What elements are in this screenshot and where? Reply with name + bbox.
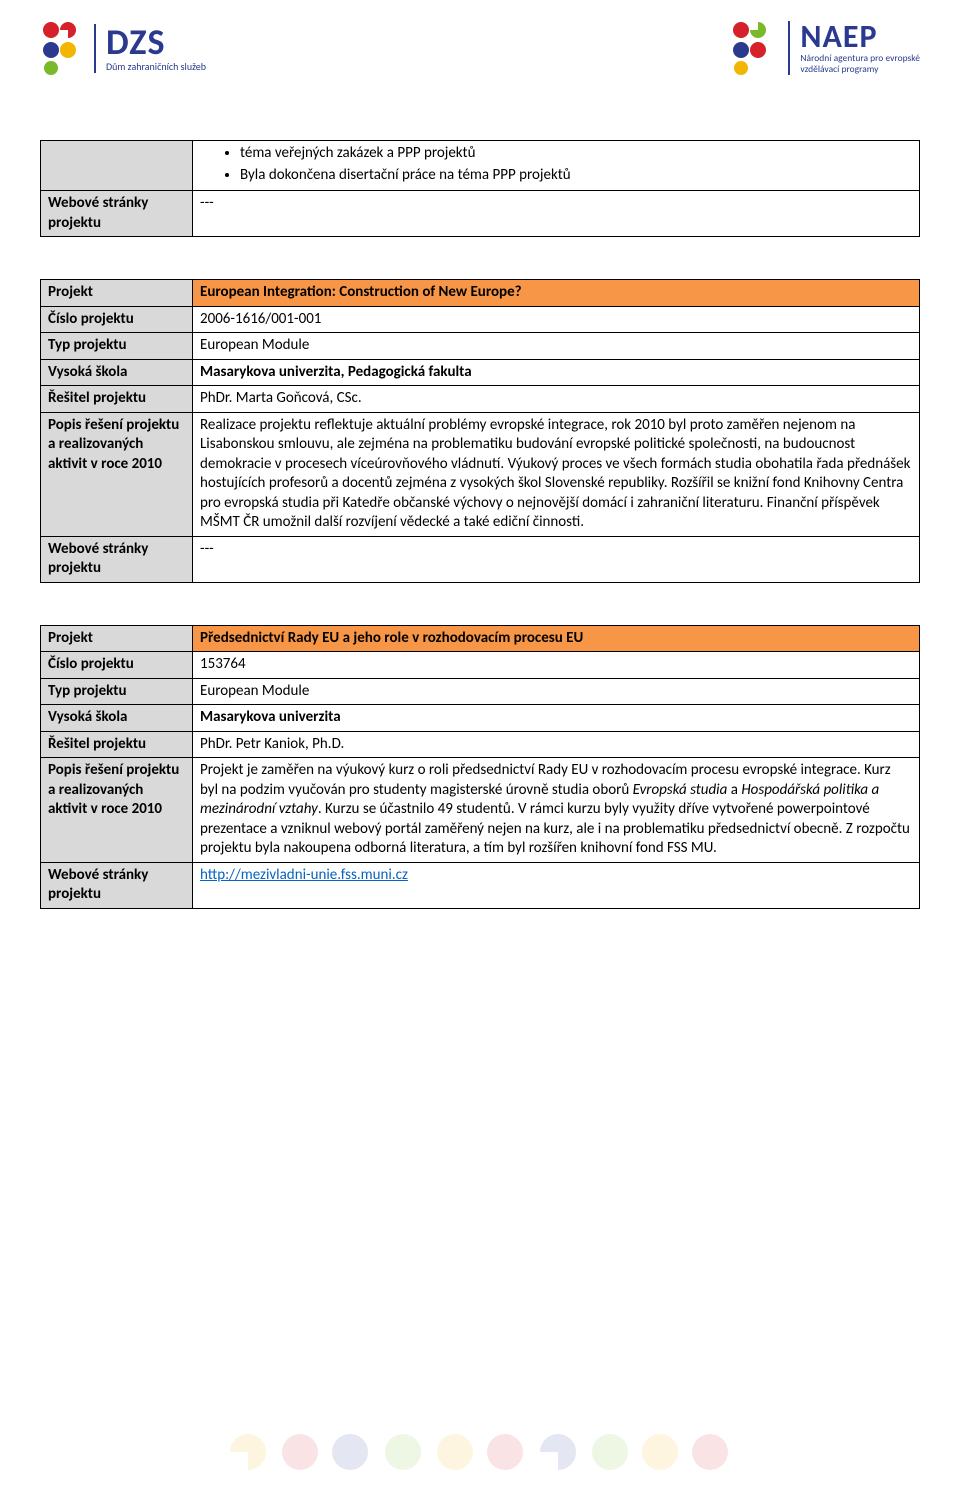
table-row: Popis řešení projektu a realizovaných ak… (41, 758, 920, 863)
row-label: Vysoká škola (41, 359, 193, 386)
row-label: Číslo projektu (41, 306, 193, 333)
project-table-3: Projekt Předsednictví Rady EU a jeho rol… (40, 625, 920, 909)
row-value: 2006-1616/001-001 (193, 306, 920, 333)
naep-logo: NAEP Národní agentura pro evropské vzděl… (730, 20, 920, 76)
table-row: Webové stránky projektu --- (41, 536, 920, 582)
table-row: Číslo projektu 153764 (41, 652, 920, 679)
footer-watermark (220, 1425, 740, 1479)
row-label: Popis řešení projektu a realizovaných ak… (41, 412, 193, 536)
table-row: Webové stránky projektu --- (41, 191, 920, 237)
table-row: Typ projektu European Module (41, 678, 920, 705)
row-label-website: Webové stránky projektu (41, 191, 193, 237)
row-value: --- (193, 191, 920, 237)
header-value: Předsednictví Rady EU a jeho role v rozh… (193, 625, 920, 652)
project-table-2: Projekt European Integration: Constructi… (40, 279, 920, 583)
bullet-item: téma veřejných zakázek a PPP projektů (240, 144, 912, 164)
table-header-row: Projekt European Integration: Constructi… (41, 280, 920, 307)
header-value: European Integration: Construction of Ne… (193, 280, 920, 307)
header-label: Projekt (41, 280, 193, 307)
row-label: Číslo projektu (41, 652, 193, 679)
dzs-logo-text: DZS Dům zahraničních služeb (94, 24, 206, 73)
table-row: Řešitel projektu PhDr. Petr Kaniok, Ph.D… (41, 731, 920, 758)
row-label: Řešitel projektu (41, 386, 193, 413)
row-value: PhDr. Petr Kaniok, Ph.D. (193, 731, 920, 758)
table-header-row: Projekt Předsednictví Rady EU a jeho rol… (41, 625, 920, 652)
watermark-icon (220, 1425, 740, 1479)
table-row: Vysoká škola Masarykova univerzita (41, 705, 920, 732)
naep-subtitle-2: vzdělávací programy (800, 64, 920, 75)
row-value: European Module (193, 333, 920, 360)
row-value: Masarykova univerzita, Pedagogická fakul… (193, 359, 920, 386)
naep-logo-icon (730, 20, 774, 76)
row-value: 153764 (193, 652, 920, 679)
row-label: Typ projektu (41, 333, 193, 360)
table-row: Číslo projektu 2006-1616/001-001 (41, 306, 920, 333)
table-row: Popis řešení projektu a realizovaných ak… (41, 412, 920, 536)
dzs-subtitle: Dům zahraničních služeb (106, 60, 206, 73)
page-header: DZS Dům zahraničních služeb NAEP Národní… (40, 20, 920, 100)
row-value: Masarykova univerzita (193, 705, 920, 732)
row-label: Typ projektu (41, 678, 193, 705)
row-label: Řešitel projektu (41, 731, 193, 758)
table-row: Vysoká škola Masarykova univerzita, Peda… (41, 359, 920, 386)
row-value-description: Realizace projektu reflektuje aktuální p… (193, 412, 920, 536)
row-value-bullets: téma veřejných zakázek a PPP projektů By… (193, 141, 920, 191)
table-row: Webové stránky projektu http://mezivladn… (41, 862, 920, 908)
row-label: Vysoká škola (41, 705, 193, 732)
row-label-website: Webové stránky projektu (41, 862, 193, 908)
bullet-item: Byla dokončena disertační práce na téma … (240, 166, 912, 186)
row-value-description: Projekt je zaměřen na výukový kurz o rol… (193, 758, 920, 863)
project-website-link[interactable]: http://mezivladni-unie.fss.muni.cz (200, 866, 408, 884)
row-value: European Module (193, 678, 920, 705)
naep-abbr: NAEP (800, 21, 920, 53)
dzs-abbr: DZS (106, 24, 206, 60)
dzs-logo-icon (40, 20, 84, 76)
row-label-website: Webové stránky projektu (41, 536, 193, 582)
table-row: Řešitel projektu PhDr. Marta Goňcová, CS… (41, 386, 920, 413)
header-label: Projekt (41, 625, 193, 652)
project-table-continuation: téma veřejných zakázek a PPP projektů By… (40, 140, 920, 237)
table-row: Typ projektu European Module (41, 333, 920, 360)
table-row: téma veřejných zakázek a PPP projektů By… (41, 141, 920, 191)
row-value: --- (193, 536, 920, 582)
naep-logo-text: NAEP Národní agentura pro evropské vzděl… (788, 21, 920, 75)
row-value-link: http://mezivladni-unie.fss.muni.cz (193, 862, 920, 908)
row-label-empty (41, 141, 193, 191)
dzs-logo: DZS Dům zahraničních služeb (40, 20, 206, 76)
row-label: Popis řešení projektu a realizovaných ak… (41, 758, 193, 863)
row-value: PhDr. Marta Goňcová, CSc. (193, 386, 920, 413)
